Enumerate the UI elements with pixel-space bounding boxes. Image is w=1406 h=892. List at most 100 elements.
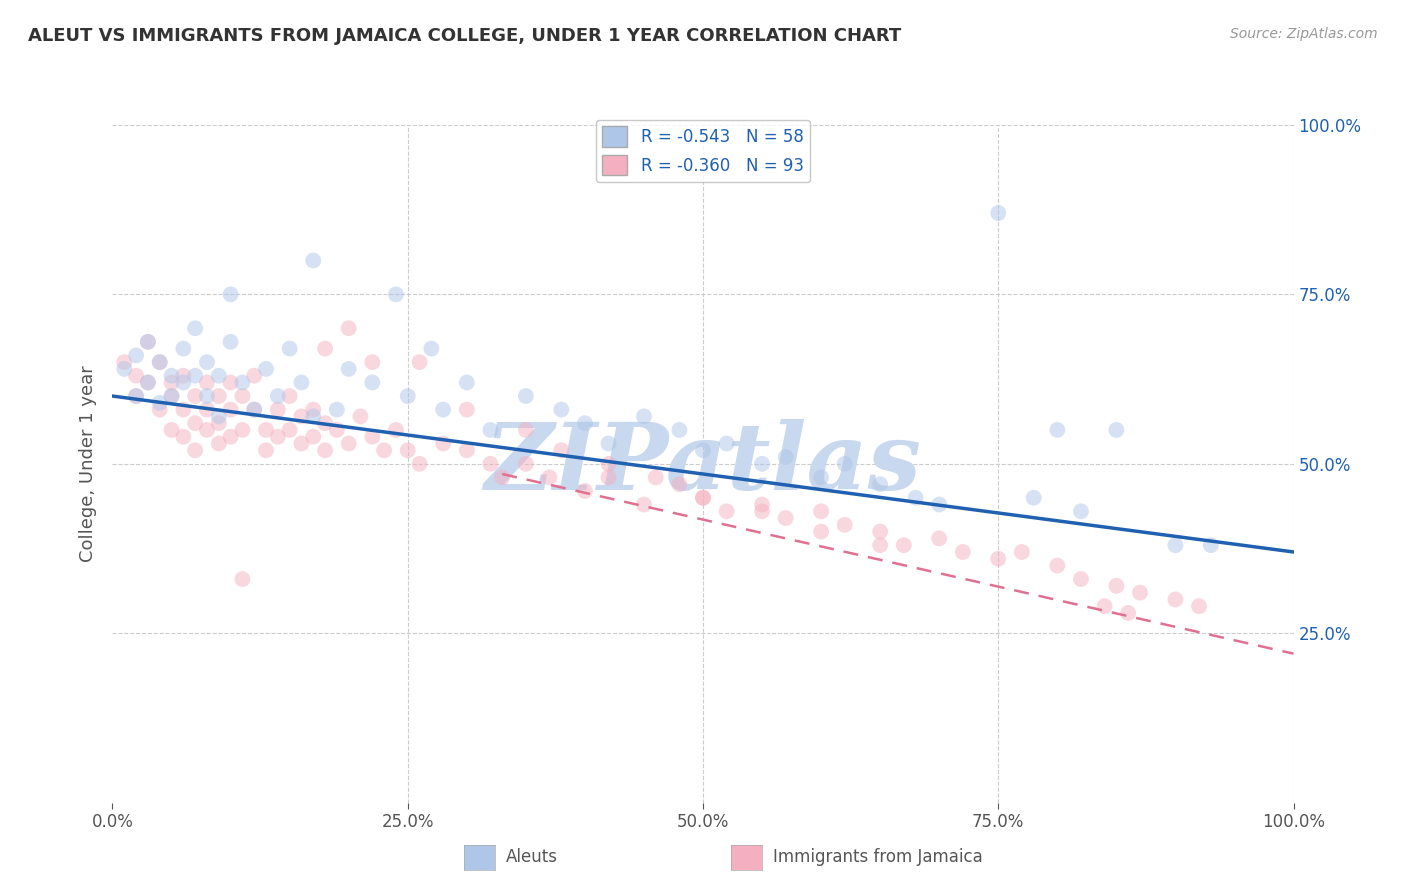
Point — [928, 498, 950, 512]
Point — [290, 436, 312, 450]
Point — [456, 402, 478, 417]
Text: Immigrants from Jamaica: Immigrants from Jamaica — [773, 848, 983, 866]
Point — [515, 389, 537, 403]
Point — [125, 389, 148, 403]
Point — [692, 491, 714, 505]
Point — [254, 443, 277, 458]
Point — [231, 389, 253, 403]
Point — [361, 430, 384, 444]
Point — [775, 450, 797, 464]
Legend: R = -0.543   N = 58, R = -0.360   N = 93: R = -0.543 N = 58, R = -0.360 N = 93 — [596, 120, 810, 182]
Point — [243, 402, 266, 417]
Point — [1011, 545, 1033, 559]
Point — [160, 423, 183, 437]
Text: Aleuts: Aleuts — [506, 848, 558, 866]
Point — [385, 423, 408, 437]
Point — [668, 423, 690, 437]
Point — [361, 355, 384, 369]
Point — [598, 436, 620, 450]
Point — [538, 470, 561, 484]
Point — [208, 389, 231, 403]
Point — [385, 287, 408, 301]
Point — [243, 402, 266, 417]
Point — [869, 477, 891, 491]
Point — [810, 470, 832, 484]
Point — [254, 362, 277, 376]
Point — [550, 443, 572, 458]
Point — [219, 287, 242, 301]
Point — [1164, 592, 1187, 607]
Point — [1116, 606, 1139, 620]
Point — [1164, 538, 1187, 552]
Point — [396, 443, 419, 458]
Point — [598, 457, 620, 471]
Point — [184, 443, 207, 458]
Point — [172, 342, 194, 356]
Point — [598, 470, 620, 484]
Point — [136, 334, 159, 349]
Text: ALEUT VS IMMIGRANTS FROM JAMAICA COLLEGE, UNDER 1 YEAR CORRELATION CHART: ALEUT VS IMMIGRANTS FROM JAMAICA COLLEGE… — [28, 27, 901, 45]
Point — [987, 551, 1010, 566]
Point — [172, 376, 194, 390]
Point — [479, 423, 502, 437]
Point — [893, 538, 915, 552]
Point — [208, 409, 231, 424]
Point — [149, 396, 172, 410]
Point — [491, 470, 513, 484]
Y-axis label: College, Under 1 year: College, Under 1 year — [79, 366, 97, 562]
Point — [716, 504, 738, 518]
Point — [184, 368, 207, 383]
Point — [1070, 572, 1092, 586]
Point — [644, 470, 666, 484]
Point — [125, 348, 148, 362]
Point — [149, 355, 172, 369]
Point — [337, 321, 360, 335]
Point — [869, 538, 891, 552]
Point — [834, 517, 856, 532]
Point — [668, 477, 690, 491]
Point — [633, 498, 655, 512]
Point — [1046, 558, 1069, 573]
Point — [751, 504, 773, 518]
Point — [361, 376, 384, 390]
Point — [692, 491, 714, 505]
Point — [208, 416, 231, 430]
Point — [550, 402, 572, 417]
Point — [149, 402, 172, 417]
Point — [112, 355, 135, 369]
Point — [125, 368, 148, 383]
Point — [195, 402, 218, 417]
Point — [904, 491, 927, 505]
Point — [408, 457, 430, 471]
Point — [231, 423, 253, 437]
Point — [219, 430, 242, 444]
Point — [195, 423, 218, 437]
Point — [267, 389, 290, 403]
Point — [1129, 585, 1152, 599]
Point — [290, 376, 312, 390]
Point — [326, 423, 349, 437]
Point — [869, 524, 891, 539]
Point — [136, 376, 159, 390]
Point — [195, 376, 218, 390]
Point — [136, 376, 159, 390]
Point — [574, 483, 596, 498]
Point — [314, 416, 336, 430]
Point — [160, 389, 183, 403]
Point — [810, 524, 832, 539]
Point — [1094, 599, 1116, 614]
Point — [172, 402, 194, 417]
Point — [751, 498, 773, 512]
Point — [254, 423, 277, 437]
Point — [987, 206, 1010, 220]
Point — [456, 443, 478, 458]
Point — [136, 334, 159, 349]
Point — [432, 436, 454, 450]
Point — [692, 443, 714, 458]
Point — [314, 443, 336, 458]
Point — [515, 457, 537, 471]
Point — [349, 409, 371, 424]
Point — [125, 389, 148, 403]
Point — [479, 457, 502, 471]
Point — [515, 423, 537, 437]
